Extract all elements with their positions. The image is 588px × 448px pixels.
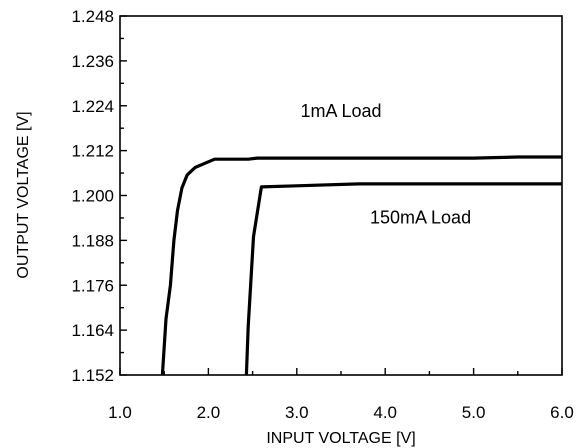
x-tick-label: 6.0 (550, 403, 574, 422)
y-tick-label: 1.212 (71, 142, 114, 161)
plot-frame (119, 15, 563, 376)
x-tick-label: 3.0 (285, 403, 309, 422)
x-axis-ticks: 1.0 2.0 3.0 4.0 5.0 6.0 (108, 368, 574, 422)
y-tick-label: 1.224 (71, 97, 114, 116)
series-line-1 (160, 155, 562, 376)
y-tick-label: 1.188 (71, 231, 114, 250)
y-tick-label: 1.236 (71, 52, 114, 71)
x-tick-label: 2.0 (197, 403, 221, 422)
x-tick-label: 5.0 (462, 403, 486, 422)
annotation-1ma-load: 1mA Load (300, 101, 381, 121)
y-tick-label: 1.176 (71, 276, 114, 295)
y-tick-label: 1.152 (71, 366, 114, 385)
y-axis-ticks: 1.152 1.164 1.176 1.188 1.200 1.212 1.224 1.236… (71, 7, 127, 385)
x-axis-label: INPUT VOLTAGE [V] (266, 430, 415, 447)
annotation-150ma-load: 150mA Load (370, 208, 471, 228)
y-tick-label: 1.248 (71, 7, 114, 26)
series-layer (160, 155, 562, 376)
y-tick-label: 1.164 (71, 321, 114, 340)
series-line-2 (244, 182, 562, 376)
y-axis-label: OUTPUT VOLTAGE [V] (15, 111, 32, 278)
x-tick-label: 4.0 (373, 403, 397, 422)
x-tick-label: 1.0 (108, 403, 132, 422)
y-tick-label: 1.200 (71, 187, 114, 206)
